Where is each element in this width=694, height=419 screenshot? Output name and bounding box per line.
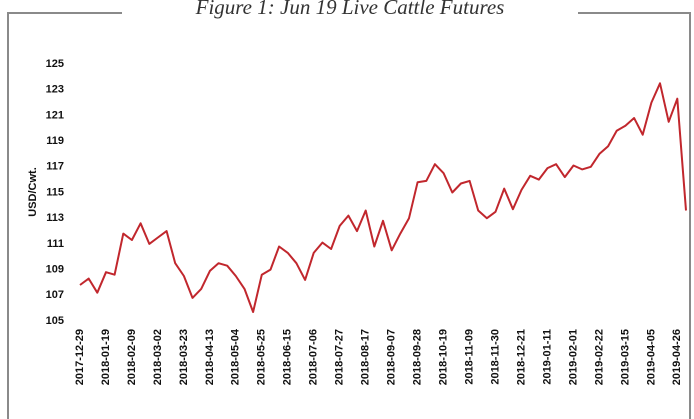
x-tick-label: 2018-07-06 [308,329,320,385]
chart-title: Figure 1: Jun 19 Live Cattle Futures [195,0,505,19]
x-tick-label: 2019-04-05 [645,329,657,385]
y-tick-label: 107 [46,289,64,301]
x-tick-label: 2018-05-25 [256,329,268,385]
x-tick-label: 2018-12-21 [515,329,527,385]
x-tick-label: 2019-01-11 [541,329,553,385]
x-tick-label: 2019-04-26 [671,329,683,385]
y-tick-label: 121 [46,109,64,121]
y-tick-label: 125 [46,58,64,70]
y-tick-label: 111 [47,238,64,250]
y-tick-label: 105 [46,315,64,327]
x-tick-label: 2018-05-04 [230,328,242,385]
x-tick-label: 2018-04-13 [204,329,216,385]
x-tick-label: 2018-01-19 [100,329,112,385]
x-tick-label: 2018-02-09 [126,329,138,385]
x-tick-label: 2018-08-17 [360,329,372,385]
x-tick-label: 2019-03-15 [619,329,631,385]
y-tick-label: 123 [46,84,64,96]
x-tick-label: 2018-09-07 [386,329,398,385]
x-tick-label: 2018-11-09 [463,329,475,385]
x-tick-label: 2018-10-19 [438,329,450,385]
x-tick-label: 2018-09-28 [412,329,424,385]
x-tick-label: 2018-06-15 [282,329,294,385]
y-axis-label: USD/Cwt. [27,167,39,217]
y-tick-label: 117 [46,161,64,173]
y-tick-label: 109 [46,264,64,276]
x-tick-label: 2018-03-02 [152,329,164,385]
x-tick-label: 2019-02-01 [567,329,579,385]
y-tick-label: 115 [46,186,64,198]
x-tick-label: 2018-07-27 [334,329,346,385]
x-tick-label: 2018-03-23 [178,329,190,385]
price-line [79,82,687,313]
y-tick-label: 113 [46,212,64,224]
x-tick-label: 2018-11-30 [489,329,501,385]
x-tick-label: 2017-12-29 [74,329,86,385]
x-tick-label: 2019-02-22 [593,329,605,385]
y-tick-label: 119 [46,135,64,147]
frame [7,12,691,419]
